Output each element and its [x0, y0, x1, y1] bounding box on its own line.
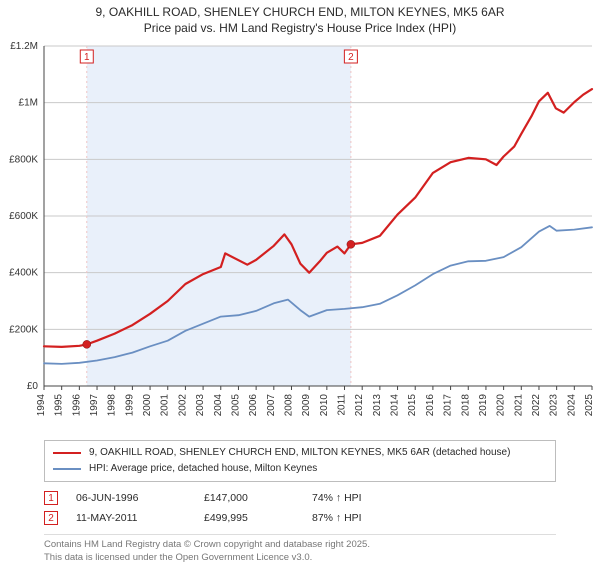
sale-point: [83, 341, 91, 349]
x-tick-label: 2013: [372, 394, 383, 417]
x-tick-label: 1999: [124, 394, 135, 417]
x-tick-label: 2000: [142, 394, 153, 417]
x-tick-label: 2023: [549, 394, 560, 417]
y-tick-label: £400K: [9, 268, 38, 279]
x-tick-label: 2016: [425, 394, 436, 417]
sale-date: 11-MAY-2011: [76, 512, 186, 524]
sale-price: £147,000: [204, 492, 294, 504]
x-tick-label: 2018: [460, 394, 471, 417]
x-tick-label: 2025: [584, 394, 595, 417]
sale-marker: 1: [44, 491, 58, 505]
chart-title: 9, OAKHILL ROAD, SHENLEY CHURCH END, MIL…: [0, 0, 600, 38]
x-tick-label: 2003: [195, 394, 206, 417]
x-tick-label: 2010: [319, 394, 330, 417]
legend-swatch: [53, 452, 81, 454]
y-tick-label: £200K: [9, 325, 38, 336]
x-tick-label: 1997: [89, 394, 100, 417]
footer-line2: This data is licensed under the Open Gov…: [44, 552, 312, 563]
x-tick-label: 2004: [213, 394, 224, 417]
y-tick-label: £800K: [9, 155, 38, 166]
x-tick-label: 2011: [337, 394, 348, 416]
title-line1: 9, OAKHILL ROAD, SHENLEY CHURCH END, MIL…: [96, 5, 505, 19]
title-line2: Price paid vs. HM Land Registry's House …: [144, 21, 456, 35]
legend: 9, OAKHILL ROAD, SHENLEY CHURCH END, MIL…: [44, 440, 556, 482]
x-tick-label: 2006: [248, 394, 259, 417]
sale-guide-marker-label: 1: [84, 52, 90, 63]
sale-guide-marker-label: 2: [348, 52, 354, 63]
legend-row: HPI: Average price, detached house, Milt…: [53, 461, 547, 477]
legend-label: HPI: Average price, detached house, Milt…: [89, 461, 317, 477]
x-tick-label: 1998: [107, 394, 118, 417]
x-tick-label: 2005: [230, 394, 241, 417]
sale-date: 06-JUN-1996: [76, 492, 186, 504]
x-tick-label: 2009: [301, 394, 312, 417]
x-tick-label: 2015: [407, 394, 418, 417]
y-tick-label: £1.2M: [10, 41, 38, 52]
legend-label: 9, OAKHILL ROAD, SHENLEY CHURCH END, MIL…: [89, 445, 510, 461]
footer-line1: Contains HM Land Registry data © Crown c…: [44, 539, 370, 550]
x-tick-label: 2012: [354, 394, 365, 417]
sale-point: [347, 241, 355, 249]
sale-delta: 74% ↑ HPI: [312, 492, 412, 504]
x-tick-label: 2019: [478, 394, 489, 417]
x-tick-label: 1994: [36, 394, 47, 417]
x-tick-label: 2022: [531, 394, 542, 417]
x-tick-label: 2008: [283, 394, 294, 417]
x-tick-label: 1996: [71, 394, 82, 417]
sale-delta: 87% ↑ HPI: [312, 512, 412, 524]
x-tick-label: 2001: [160, 394, 171, 417]
sales-table: 1 06-JUN-1996 £147,000 74% ↑ HPI 2 11-MAY-201…: [44, 488, 556, 528]
chart-area: £0 £200K £400K £600K £800K £1M £1.2M 1 2 1994 1995…: [0, 38, 600, 436]
x-tick-label: 1995: [54, 394, 65, 417]
x-tick-label: 2007: [266, 394, 277, 417]
x-tick-label: 2021: [513, 394, 524, 417]
x-tick-label: 2002: [177, 394, 188, 417]
sale-row: 2 11-MAY-2011 £499,995 87% ↑ HPI: [44, 508, 556, 528]
x-tick-label: 2017: [443, 394, 454, 417]
sale-row: 1 06-JUN-1996 £147,000 74% ↑ HPI: [44, 488, 556, 508]
x-tick-label: 2014: [390, 394, 401, 417]
sale-price: £499,995: [204, 512, 294, 524]
legend-swatch: [53, 468, 81, 470]
legend-row: 9, OAKHILL ROAD, SHENLEY CHURCH END, MIL…: [53, 445, 547, 461]
y-tick-label: £1M: [19, 98, 38, 109]
y-tick-label: £600K: [9, 211, 38, 222]
x-tick-label: 2020: [496, 394, 507, 417]
y-tick-label: £0: [27, 381, 39, 392]
line-chart-svg: £0 £200K £400K £600K £800K £1M £1.2M 1 2 1994 1995…: [0, 38, 600, 436]
sale-marker: 2: [44, 511, 58, 525]
x-tick-label: 2024: [566, 394, 577, 417]
